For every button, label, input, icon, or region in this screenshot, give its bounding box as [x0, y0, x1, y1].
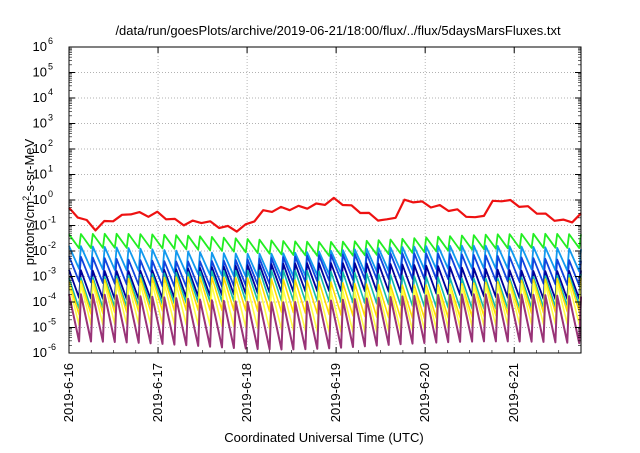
- y-tick-label-exponent: 5: [48, 62, 53, 72]
- series-layer: [68, 196, 582, 351]
- x-tick-label: 2019-6-18: [239, 363, 254, 422]
- y-axis-label-b: -s-sr-MeV: [22, 138, 37, 195]
- y-tick-label: 10: [33, 192, 47, 207]
- y-tick-label: 10: [33, 65, 47, 80]
- y-tick-label-exponent: -3: [48, 266, 56, 276]
- y-tick-label-exponent: -2: [48, 240, 56, 250]
- y-tick-label: 10: [33, 39, 47, 54]
- y-tick-label-exponent: 1: [48, 164, 53, 174]
- y-tick-label: 10: [33, 243, 47, 258]
- y-tick-label-exponent: 0: [48, 189, 53, 199]
- y-tick-label: 10: [33, 269, 47, 284]
- x-tick-label: 2019-6-17: [150, 363, 165, 422]
- y-tick-label-exponent: 2: [48, 138, 53, 148]
- y-tick-label-exponent: -5: [48, 317, 56, 327]
- y-tick-label: 10: [33, 167, 47, 182]
- y-tick-label-exponent: 4: [48, 87, 53, 97]
- x-tick-label: 2019-6-21: [506, 363, 521, 422]
- y-axis-label: protons/cm2-s-sr-MeV: [21, 138, 37, 265]
- y-tick-label: 10: [33, 90, 47, 105]
- series-line-9: [68, 293, 582, 351]
- x-tick-label: 2019-6-20: [417, 363, 432, 422]
- y-tick-label: 10: [33, 294, 47, 309]
- y-tick-label: 10: [33, 345, 47, 360]
- y-tick-label-exponent: -6: [48, 342, 56, 352]
- y-axis-label-a: protons/cm: [22, 201, 37, 265]
- x-axis: 2019-6-16 2019-6-17 2019-6-18 2019-6-19 2019…: [61, 47, 582, 422]
- y-tick-label: 10: [33, 116, 47, 131]
- y-tick-label-exponent: -4: [48, 291, 56, 301]
- y-axis-label-sup: 2: [21, 196, 31, 201]
- y-tick-label-exponent: 3: [48, 113, 53, 123]
- y-tick-label: 10: [33, 141, 47, 156]
- series-line-2: [68, 232, 582, 257]
- y-tick-label-exponent: -1: [48, 215, 56, 225]
- chart-title: /data/run/goesPlots/archive/2019-06-21/1…: [115, 23, 561, 38]
- y-axis: 10 -610 -510 -410 -310 -210 -110 010 110 210 310 41…: [33, 36, 581, 360]
- x-tick-label: 2019-6-16: [61, 363, 76, 422]
- y-tick-label: 10: [33, 320, 47, 335]
- x-axis-label: Coordinated Universal Time (UTC): [224, 430, 423, 445]
- x-tick-label: 2019-6-19: [328, 363, 343, 422]
- y-tick-label-exponent: 6: [48, 36, 53, 46]
- y-tick-label: 10: [33, 218, 47, 233]
- series-line-1: [68, 196, 582, 233]
